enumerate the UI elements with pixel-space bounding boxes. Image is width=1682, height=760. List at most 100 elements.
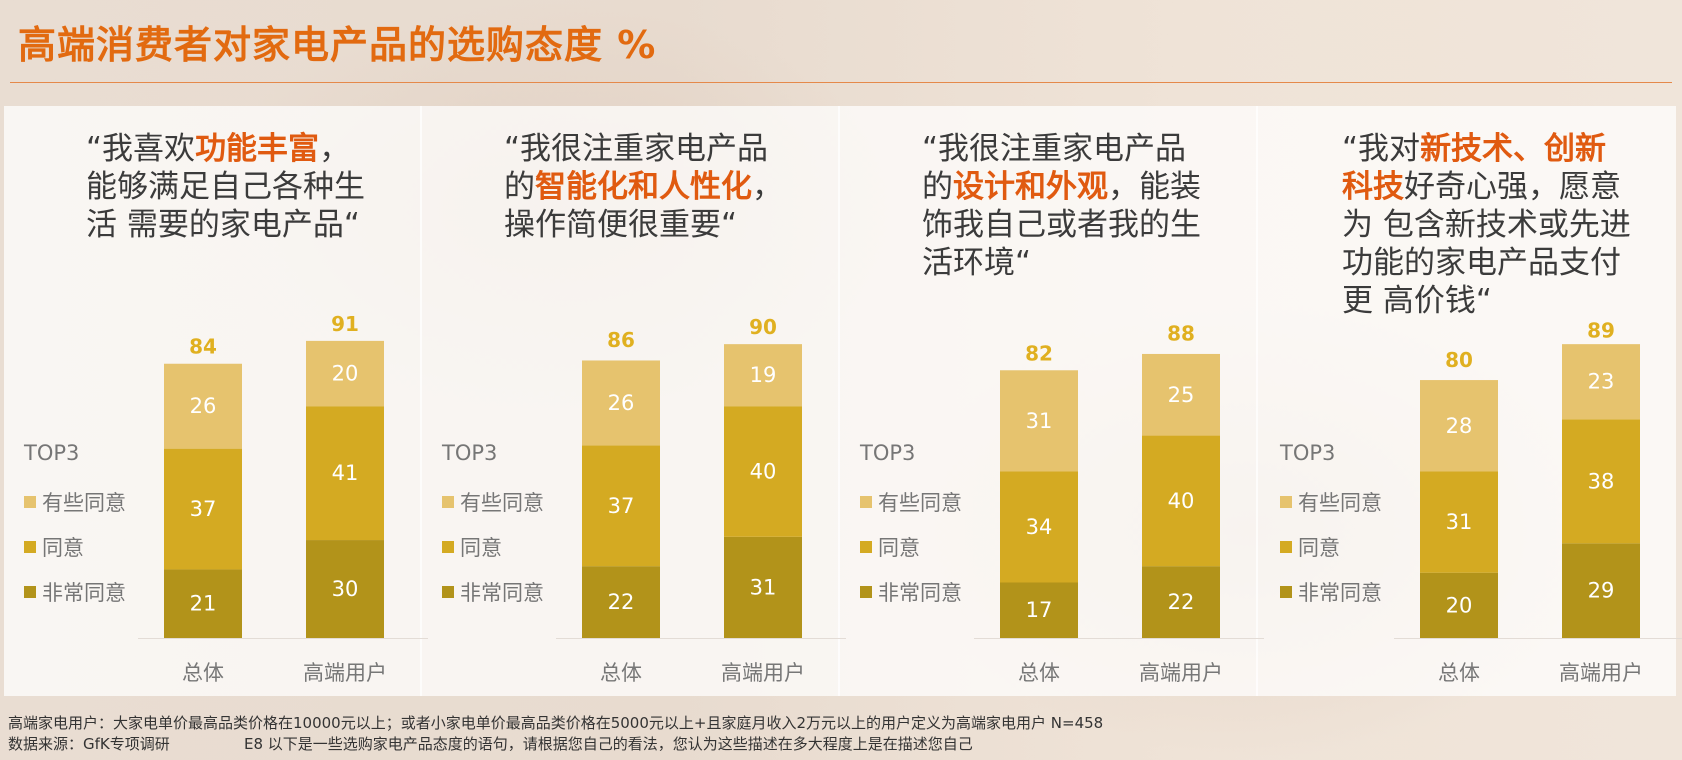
data-label: 17	[1026, 598, 1053, 622]
stacked-bar-chart: 21 37 26 84 总体 30 41 20 91 高端用户	[138, 312, 428, 685]
footnote-question: E8 以下是一些选购家电产品态度的语句，请根据您自己的看法，您认为这些描述在多大…	[244, 735, 973, 753]
data-label: 38	[1588, 469, 1615, 493]
data-label: 26	[608, 391, 635, 415]
legend-swatch	[860, 541, 872, 553]
panel-divider	[1256, 106, 1258, 696]
total-label: 89	[1587, 318, 1615, 342]
category-label: 总体	[1438, 661, 1480, 685]
footnote-definition: 高端家电用户：大家电单价最高品类价格在10000元以上；或者小家电单价最高品类价…	[8, 714, 1104, 732]
legend-label: 同意	[460, 536, 502, 560]
legend-label: 有些同意	[878, 491, 962, 515]
legend-item: 同意	[860, 532, 920, 562]
bar-segment	[306, 540, 384, 638]
legend-item: 同意	[1280, 532, 1340, 562]
data-label: 20	[1446, 593, 1473, 617]
legend-swatch	[24, 541, 36, 553]
quote-highlight: 智能化和人性化	[535, 169, 752, 205]
quote-segment: ，操作简便很重要“	[504, 169, 783, 243]
page-title: 高端消费者对家电产品的选购态度 %	[18, 23, 657, 67]
legend-item: 同意	[24, 532, 84, 562]
quote-segment: ，能够满足自己各种生活 需要的家电产品“	[86, 131, 365, 243]
quote-segment: 好奇心强，愿意为 包含新技术或先进功能的家电产品支付更 高价钱“	[1342, 169, 1631, 319]
total-label: 84	[189, 335, 217, 359]
legend-heading: TOP3	[860, 441, 916, 465]
total-label: 91	[331, 312, 359, 336]
legend-swatch	[24, 586, 36, 598]
legend-swatch	[442, 541, 454, 553]
category-label: 总体	[600, 661, 642, 685]
bar-segment	[1000, 582, 1078, 638]
bar-segment	[582, 445, 660, 567]
category-label: 高端用户	[1559, 661, 1643, 685]
data-label: 26	[190, 394, 217, 418]
data-label: 22	[608, 590, 635, 614]
bar-segment	[1562, 344, 1640, 420]
bar-segment	[1420, 380, 1498, 472]
bar-segment	[724, 406, 802, 537]
data-label: 31	[750, 575, 777, 599]
quote-segment: “我很注重家电产品的	[922, 131, 1187, 205]
bar-segment	[306, 406, 384, 541]
legend-heading: TOP3	[1280, 441, 1336, 465]
bar-segment	[164, 448, 242, 570]
stacked-bar-chart: 22 37 26 86 总体 31 40 19 90 高端用户	[556, 315, 846, 685]
data-label: 21	[190, 592, 217, 616]
data-label: 30	[332, 577, 359, 601]
quote-highlight: 新技术、创新科技	[1342, 131, 1607, 205]
category-label: 总体	[1018, 661, 1060, 685]
quote-text: “我很注重家电产品的智能化和人性化，操作简便很重要“	[504, 130, 794, 244]
legend-label: 有些同意	[42, 491, 126, 515]
total-label: 80	[1445, 348, 1473, 372]
data-label: 40	[750, 459, 777, 483]
data-label: 23	[1588, 370, 1615, 394]
content-background	[4, 106, 1676, 696]
legend-swatch	[24, 496, 36, 508]
bar-segment	[1420, 572, 1498, 638]
legend-item: 有些同意	[24, 487, 126, 517]
data-label: 41	[332, 461, 359, 485]
data-label: 19	[750, 363, 777, 387]
quote-text: “我对新技术、创新科技好奇心强，愿意为 包含新技术或先进功能的家电产品支付更 高…	[1342, 130, 1632, 320]
legend-swatch	[1280, 496, 1292, 508]
total-label: 88	[1167, 322, 1195, 346]
bar-segment	[582, 566, 660, 638]
legend-heading: TOP3	[442, 441, 498, 465]
legend-label: 非常同意	[460, 581, 544, 605]
total-label: 86	[607, 328, 635, 352]
bar-segment	[1562, 419, 1640, 544]
legend-label: 同意	[1298, 536, 1340, 560]
quote-segment: ，能装饰我自己或者我的生活环境“	[922, 169, 1201, 281]
panel-divider	[838, 106, 840, 696]
panel-divider	[420, 106, 422, 696]
legend-swatch	[442, 586, 454, 598]
legend-label: 有些同意	[460, 491, 544, 515]
legend-item: 同意	[442, 532, 502, 562]
legend-item: 非常同意	[860, 577, 962, 607]
quote-highlight: 设计和外观	[953, 169, 1108, 205]
data-label: 31	[1026, 409, 1053, 433]
legend-label: 同意	[42, 536, 84, 560]
legend-label: 非常同意	[878, 581, 962, 605]
category-label: 高端用户	[1139, 661, 1223, 685]
data-label: 37	[608, 494, 635, 518]
category-label: 高端用户	[303, 661, 387, 685]
bar-segment	[164, 569, 242, 638]
bar-segment	[724, 344, 802, 407]
category-label: 高端用户	[721, 661, 805, 685]
legend-item: 非常同意	[1280, 577, 1382, 607]
data-label: 31	[1446, 510, 1473, 534]
legend-label: 同意	[878, 536, 920, 560]
bar-segment	[724, 536, 802, 638]
stacked-bar-chart: 17 34 31 82 总体 22 40 25 88 高端用户	[974, 322, 1264, 685]
bar-segment	[306, 340, 384, 407]
quote-text: “我喜欢功能丰富，能够满足自己各种生活 需要的家电产品“	[86, 130, 376, 244]
legend-item: 有些同意	[860, 487, 962, 517]
data-label: 34	[1026, 515, 1053, 539]
data-label: 25	[1168, 383, 1195, 407]
quote-segment: “我对	[1342, 131, 1421, 167]
legend-swatch	[1280, 541, 1292, 553]
bar-segment	[1142, 566, 1220, 638]
bar-segment	[1142, 435, 1220, 567]
bar-segment	[1562, 543, 1640, 638]
quote-highlight: 功能丰富	[195, 131, 320, 167]
